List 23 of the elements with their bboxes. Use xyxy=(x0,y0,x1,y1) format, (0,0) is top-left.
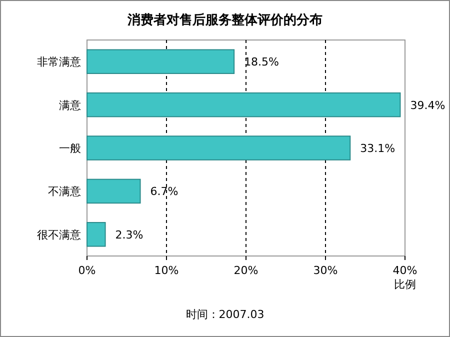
y-tick-label: 很不满意 xyxy=(37,228,81,242)
x-axis-title: 比例 xyxy=(394,278,416,291)
data-label: 6.7% xyxy=(150,185,178,198)
x-tick-label: 20% xyxy=(234,264,258,277)
x-tick-label: 40% xyxy=(392,264,418,277)
x-tick-label: 10% xyxy=(154,264,179,277)
x-tick-label: 30% xyxy=(313,264,338,277)
bar xyxy=(86,136,351,160)
data-label: 18.5% xyxy=(244,56,280,69)
chart-title: 消费者对售后服务整体评价的分布 xyxy=(126,12,322,28)
data-label: 33.1% xyxy=(360,142,396,155)
bar xyxy=(86,92,401,118)
y-tick-label: 非常满意 xyxy=(37,56,81,69)
y-tick-label: 满意 xyxy=(59,98,81,112)
data-label: 2.3% xyxy=(115,228,144,242)
bar xyxy=(86,49,235,74)
data-label: 39.4% xyxy=(410,98,446,112)
x-tick-label: 0% xyxy=(78,264,96,277)
bar xyxy=(86,178,141,204)
text: 时间：2007.03 xyxy=(186,308,264,321)
y-tick-label: 不满意 xyxy=(48,185,81,198)
y-tick-label: 一般 xyxy=(59,142,81,155)
bar xyxy=(86,222,106,247)
